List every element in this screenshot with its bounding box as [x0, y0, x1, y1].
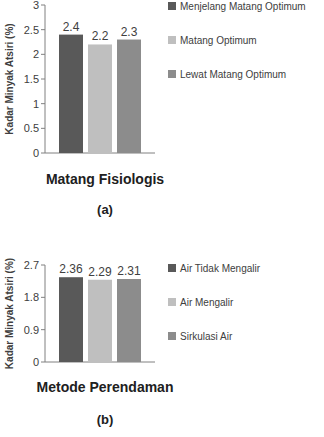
bar [117, 279, 141, 362]
y-tick-label: 2.7 [24, 259, 39, 271]
data-label: 2.36 [59, 262, 83, 276]
x-axis-label: Metode Perendaman [37, 379, 174, 395]
y-axis [45, 265, 46, 362]
bar [88, 44, 112, 153]
y-tick-label: 0.9 [24, 324, 39, 336]
y-tick-label: 0 [33, 356, 39, 368]
legend-swatch [168, 264, 176, 272]
data-label: 2.29 [88, 265, 112, 279]
y-tick [41, 128, 45, 129]
bar [117, 40, 141, 153]
caption: (a) [97, 202, 113, 217]
legend-entry: Air Tidak Mengalir [180, 263, 261, 274]
y-tick [41, 329, 45, 330]
y-tick [41, 103, 45, 104]
data-labels: 2.4 2.2 2.3 [63, 20, 138, 44]
legend-entry: Lewat Matang Optimum [180, 69, 286, 80]
legend-swatch [168, 70, 176, 78]
y-tick-label: 1.8 [24, 291, 39, 303]
bar [59, 35, 83, 153]
legend-entry: Matang Optimum [180, 35, 257, 46]
panel: 00.511.522.53Kadar Minyak Atsiri (%)2.42… [4, 0, 306, 217]
y-tick-label: 1.5 [24, 73, 39, 85]
y-tick [41, 29, 45, 30]
y-tick-label: 2.5 [24, 24, 39, 36]
legend-swatch [168, 332, 176, 340]
y-tick [41, 362, 45, 363]
y-tick [41, 297, 45, 298]
y-axis-label: Kadar Minyak Atsiri (%) [4, 258, 15, 369]
legend-swatch [168, 36, 176, 44]
legend-entry: Air Mengalir [180, 297, 234, 308]
legend-entry: Sirkulasi Air [180, 331, 233, 342]
y-axis-label: Kadar Minyak Atsiri (%) [4, 23, 15, 134]
legend-swatch [168, 2, 176, 10]
data-label: 2.3 [121, 25, 138, 39]
y-tick [41, 5, 45, 6]
x-axis-label: Matang Fisiologis [46, 171, 164, 187]
y-tick [41, 54, 45, 55]
chart-root: 00.511.522.53Kadar Minyak Atsiri (%)2.42… [0, 0, 324, 437]
bars [59, 35, 141, 153]
bar [88, 280, 112, 362]
data-label: 2.4 [63, 20, 80, 34]
y-tick-label: 2 [33, 48, 39, 60]
y-axis [45, 5, 46, 153]
legend: Air Tidak Mengalir Air Mengalir Sirkulasi … [168, 263, 261, 342]
legend-swatch [168, 298, 176, 306]
panel: 0 0.9 1.8 2.7 Kadar Minyak Atsiri (%) 2.36 2.2… [4, 258, 261, 427]
y-tick [41, 79, 45, 80]
y-tick-label: 0.5 [24, 122, 39, 134]
y-tick-label: 0 [33, 147, 39, 159]
y-tick [41, 265, 45, 266]
caption: (b) [97, 412, 114, 427]
bar [59, 277, 83, 362]
data-label: 2.2 [92, 29, 109, 43]
data-labels: 2.36 2.29 2.31 [59, 262, 141, 279]
bars [59, 277, 141, 362]
legend: Menjelang Matang Optimum Matang Optimum Le… [168, 1, 306, 80]
y-tick-label: 1 [33, 98, 39, 110]
data-label: 2.31 [117, 264, 141, 278]
y-tick-label: 3 [33, 0, 39, 11]
y-tick [41, 153, 45, 154]
legend-entry: Menjelang Matang Optimum [180, 1, 306, 12]
